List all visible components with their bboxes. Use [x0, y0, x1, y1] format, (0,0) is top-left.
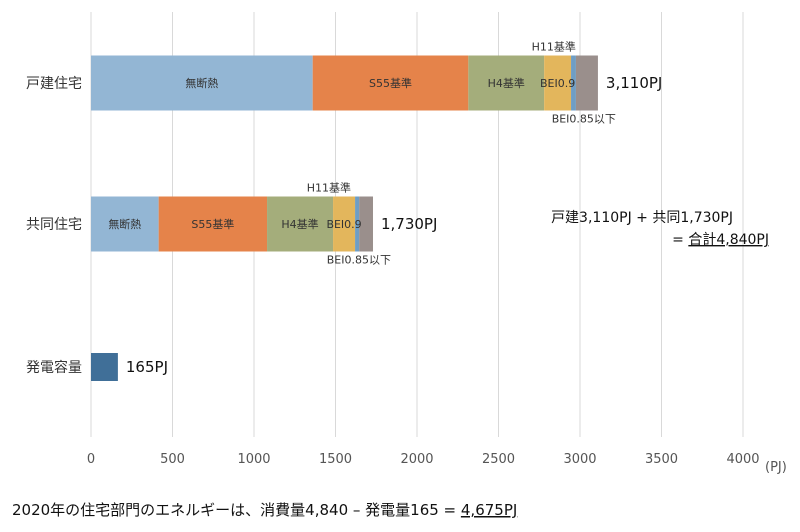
callout-label: BEI0.85以下	[552, 113, 616, 126]
caption: 2020年の住宅部門のエネルギーは、消費量4,840 – 発電量165 = 4,…	[12, 501, 517, 519]
summary-note: 戸建3,110PJ + 共同1,730PJ = 合計4,840PJ	[551, 210, 769, 248]
segment-label: BEI0.9	[540, 77, 575, 90]
bars	[91, 55, 598, 381]
callout-label: BEI0.85以下	[327, 254, 391, 267]
bar-segment	[333, 196, 356, 252]
segment-label: H4基準	[281, 217, 318, 231]
x-tick-label: 0	[87, 452, 95, 467]
bar-segment	[355, 196, 360, 252]
segment-label: BEI0.9	[326, 218, 361, 231]
category-label: 戸建住宅	[26, 76, 82, 92]
x-tick-label: 4000	[726, 452, 759, 467]
bar-segment	[312, 55, 469, 111]
total-label: 1,730PJ	[381, 215, 437, 233]
bar-segment	[158, 196, 268, 252]
caption-result: 4,675PJ	[461, 501, 517, 519]
segment-label: S55基準	[191, 217, 234, 231]
segment-label: 無断熱	[185, 76, 218, 90]
x-tick-label: 2500	[482, 452, 515, 467]
total-label: 165PJ	[126, 358, 168, 376]
note-line-2: = 合計4,840PJ	[672, 232, 769, 248]
note-total: 合計4,840PJ	[688, 232, 769, 248]
callout-label: H11基準	[307, 181, 351, 195]
x-tick-label: 3000	[563, 452, 596, 467]
x-tick-label: 500	[160, 452, 185, 467]
x-tick-label: 1500	[319, 452, 352, 467]
category-label: 発電容量	[26, 359, 82, 376]
segment-label: S55基準	[369, 76, 412, 90]
callout-label: H11基準	[532, 40, 576, 54]
segment-label: 無断熱	[108, 217, 141, 231]
note-line-1: 戸建3,110PJ + 共同1,730PJ	[551, 210, 733, 226]
bar-segment	[91, 196, 159, 252]
note-line-2-prefix: =	[672, 232, 688, 248]
x-tick-label: 1000	[237, 452, 270, 467]
x-axis-unit: (PJ)	[765, 460, 787, 475]
x-axis-ticks: 0 500 1000 1500 2000 2500 3000 3500 4000	[87, 452, 760, 467]
segment-label: H4基準	[488, 76, 525, 90]
category-label: 共同住宅	[26, 217, 82, 233]
caption-text: 2020年の住宅部門のエネルギーは、消費量4,840 – 発電量165 =	[12, 501, 461, 519]
total-label: 3,110PJ	[606, 74, 662, 92]
bar-segment	[91, 55, 313, 111]
bar-segment	[359, 196, 373, 252]
bar-segment	[571, 55, 576, 111]
bar-segment	[91, 353, 118, 381]
bar-segment	[575, 55, 598, 111]
x-tick-label: 3500	[645, 452, 678, 467]
bar-segment	[267, 196, 334, 252]
bar-segment	[468, 55, 545, 111]
x-tick-label: 2000	[400, 452, 433, 467]
bar-segment	[544, 55, 572, 111]
